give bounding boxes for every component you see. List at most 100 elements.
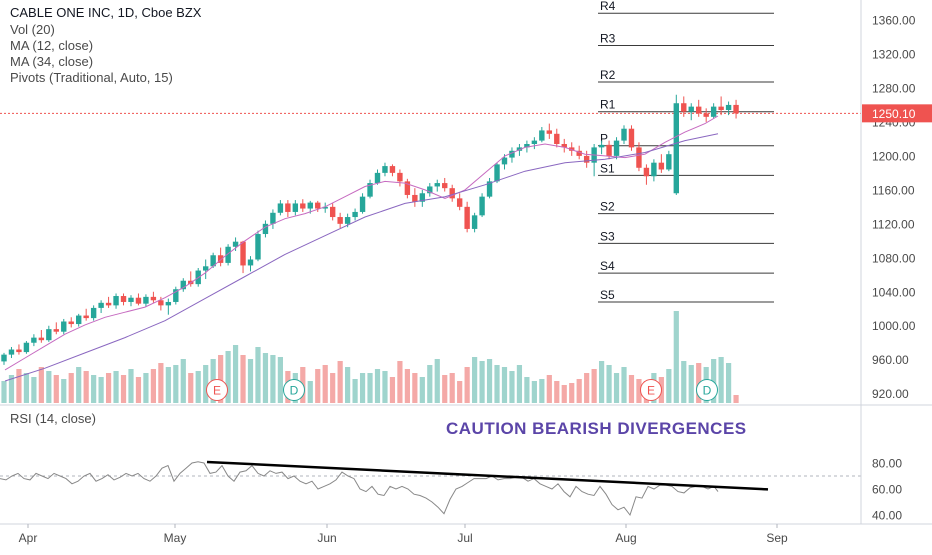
candle-body [621,128,627,141]
volume-bar [389,377,396,403]
volume-bar [76,367,82,403]
pivot-label-s2: S2 [600,200,615,214]
candle-body [262,223,269,235]
volume-bar [225,351,231,403]
pivot-label-r1: R1 [600,98,616,112]
volume-bar [486,359,493,403]
candle-body [300,203,306,209]
candle-body [539,130,545,141]
candle-body [53,329,59,332]
last-price-badge [862,104,932,123]
volume-bar [337,361,343,403]
candle-body [31,337,37,343]
volume-bar [733,395,739,403]
volume-bar [53,375,59,403]
volume-bar [195,371,201,403]
candle-body [710,106,717,117]
volume-bar [23,373,30,403]
volume-bar [180,359,186,403]
dividend-marker[interactable] [696,379,718,401]
candle-body [344,217,351,224]
candle-body [554,133,560,144]
volume-bar [105,373,112,403]
volume-bar [91,375,97,403]
candle-body [583,155,590,163]
volume-bar [374,369,381,403]
volume-bar [120,375,127,403]
price-tick-label: 1040.00 [872,285,916,299]
candle-body [202,266,209,271]
candle-body [636,147,642,168]
candle-body [23,342,30,353]
candle-body [98,302,104,308]
volume-bar [404,369,410,403]
candle-body [128,297,134,302]
candle-body [449,188,455,199]
candle-body [285,203,291,212]
candle-body [135,297,142,304]
volume-bar [681,361,687,403]
candle-body [434,183,440,187]
volume-bar [16,369,22,403]
ma34-line [4,133,719,382]
volume-bar [218,355,224,403]
volume-bar [427,365,433,403]
candle-body [516,147,523,151]
earnings-marker[interactable] [206,379,228,401]
chart-title[interactable]: CABLE ONE INC, 1D, Cboe BZX [10,5,202,20]
volume-bar [434,359,440,403]
volume-bar [591,369,597,403]
candle-body [38,337,45,341]
pivot-label-r2: R2 [600,68,616,82]
candle-body [718,106,724,111]
candle-body [576,150,582,156]
volume-bar [516,365,523,403]
dividend-marker[interactable] [283,379,305,401]
candle-body [83,315,89,319]
time-tick-label: May [164,531,187,545]
volume-bar [688,365,694,403]
volume-bar [188,373,194,403]
candle-body [277,203,284,213]
volume-bar [397,361,403,403]
candle-body [531,140,538,144]
candle-body [673,103,679,194]
legend-ma12[interactable]: MA (12, close) [10,38,94,53]
volume-bar [628,375,635,403]
volume-bar [725,363,732,403]
volume-bar [330,373,336,403]
legend-volume[interactable]: Vol (20) [10,22,55,37]
price-tick-label: 1000.00 [872,319,916,333]
volume-bar [412,373,418,403]
candle-body [471,215,478,229]
volume-bar [569,383,575,403]
earnings-marker[interactable] [640,379,662,401]
price-tick-label: 920.00 [872,387,909,401]
candle-body [456,198,463,207]
legend-pivots[interactable]: Pivots (Traditional, Auto, 15) [10,70,173,85]
volume-bar [158,363,164,403]
divergence-trendline[interactable] [206,460,769,491]
volume-bar [599,361,605,403]
volume-bar [613,373,620,403]
volume-bar [554,381,560,403]
candle-body [352,211,358,218]
volume-bar [621,367,627,403]
volume-bar [46,371,52,403]
candle-body [105,302,112,306]
candle-body [725,104,732,111]
legend-rsi[interactable]: RSI (14, close) [10,411,96,426]
candle-body [307,202,313,209]
candle-body [598,144,605,148]
candle-body [397,172,403,182]
candle-body [210,255,216,267]
candle-body [404,181,411,195]
volume-bar [232,345,239,403]
volume-bar [472,357,478,403]
legend-ma34[interactable]: MA (34, close) [10,54,94,69]
candle-body [150,296,157,301]
candle-body [382,166,388,173]
price-tick-label: 1320.00 [872,47,916,61]
